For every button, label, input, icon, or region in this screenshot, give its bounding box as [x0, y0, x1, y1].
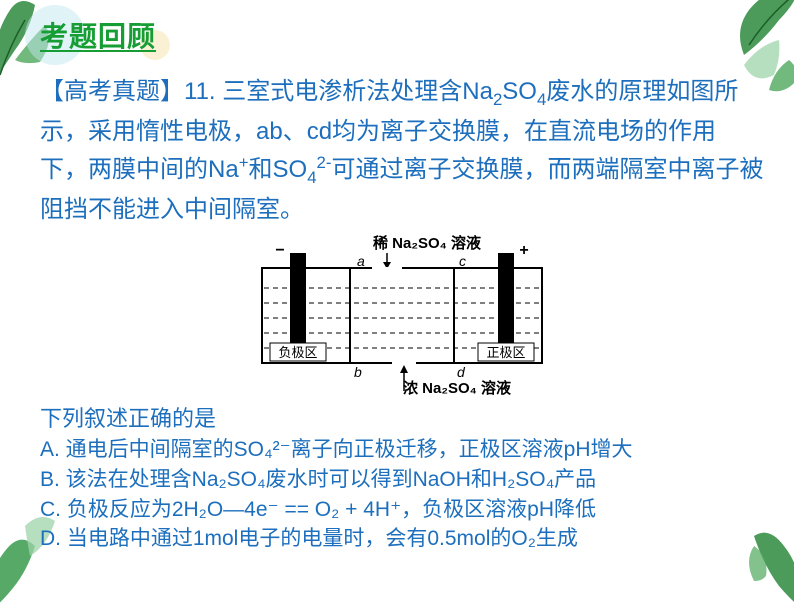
slide-content: 考题回顾 【高考真题】11. 三室式电渗析法处理含Na2SO4废水的原理如图所示… — [0, 0, 794, 569]
stem-sub1: 2 — [493, 90, 502, 109]
question-prompt: 下列叙述正确的是 — [40, 403, 764, 435]
option-c: C. 负极反应为2H₂O—4e⁻ == O₂ + 4H⁺，负极区溶液pH降低 — [40, 495, 764, 525]
electrodialysis-diagram: 稀 Na₂SO₄ 溶液 − + a c b d — [232, 233, 572, 398]
option-a: A. 通电后中间隔室的SO₄²⁻离子向正极迁移，正极区溶液pH增大 — [40, 435, 764, 465]
plus-sign: + — [519, 242, 528, 259]
right-region: 正极区 — [486, 345, 525, 360]
stem-sub2: 4 — [537, 90, 546, 109]
stem-sup2: 2- — [317, 153, 332, 172]
option-b: B. 该法在处理含Na₂SO₄废水时可以得到NaOH和H₂SO₄产品 — [40, 465, 764, 495]
question-stem: 【高考真题】11. 三室式电渗析法处理含Na2SO4废水的原理如图所示，采用惰性… — [40, 73, 764, 228]
label-b: b — [354, 364, 362, 380]
page-title: 考题回顾 — [40, 21, 156, 52]
option-d: D. 当电路中通过1mol电子的电量时，会有0.5mol的O₂生成 — [40, 524, 764, 554]
stem-prefix: 【高考真题】 — [40, 78, 184, 105]
label-c: c — [459, 253, 466, 269]
stem-t4: 和SO — [249, 156, 308, 183]
diagram-top-label: 稀 Na₂SO₄ 溶液 — [373, 234, 482, 252]
label-d: d — [457, 364, 466, 380]
stem-qnum: 11. — [184, 78, 216, 105]
title-wrap: 考题回顾 — [40, 15, 156, 55]
stem-sup1: + — [239, 153, 249, 172]
stem-t1: 三室式电渗析法处理含Na — [216, 78, 493, 105]
stem-t2: SO — [502, 78, 537, 105]
label-a: a — [357, 253, 365, 269]
minus-sign: − — [275, 242, 284, 259]
diagram-bottom-label: 浓 Na₂SO₄ 溶液 — [403, 379, 512, 397]
left-region: 负极区 — [278, 345, 317, 360]
stem-sub3: 4 — [307, 168, 316, 187]
